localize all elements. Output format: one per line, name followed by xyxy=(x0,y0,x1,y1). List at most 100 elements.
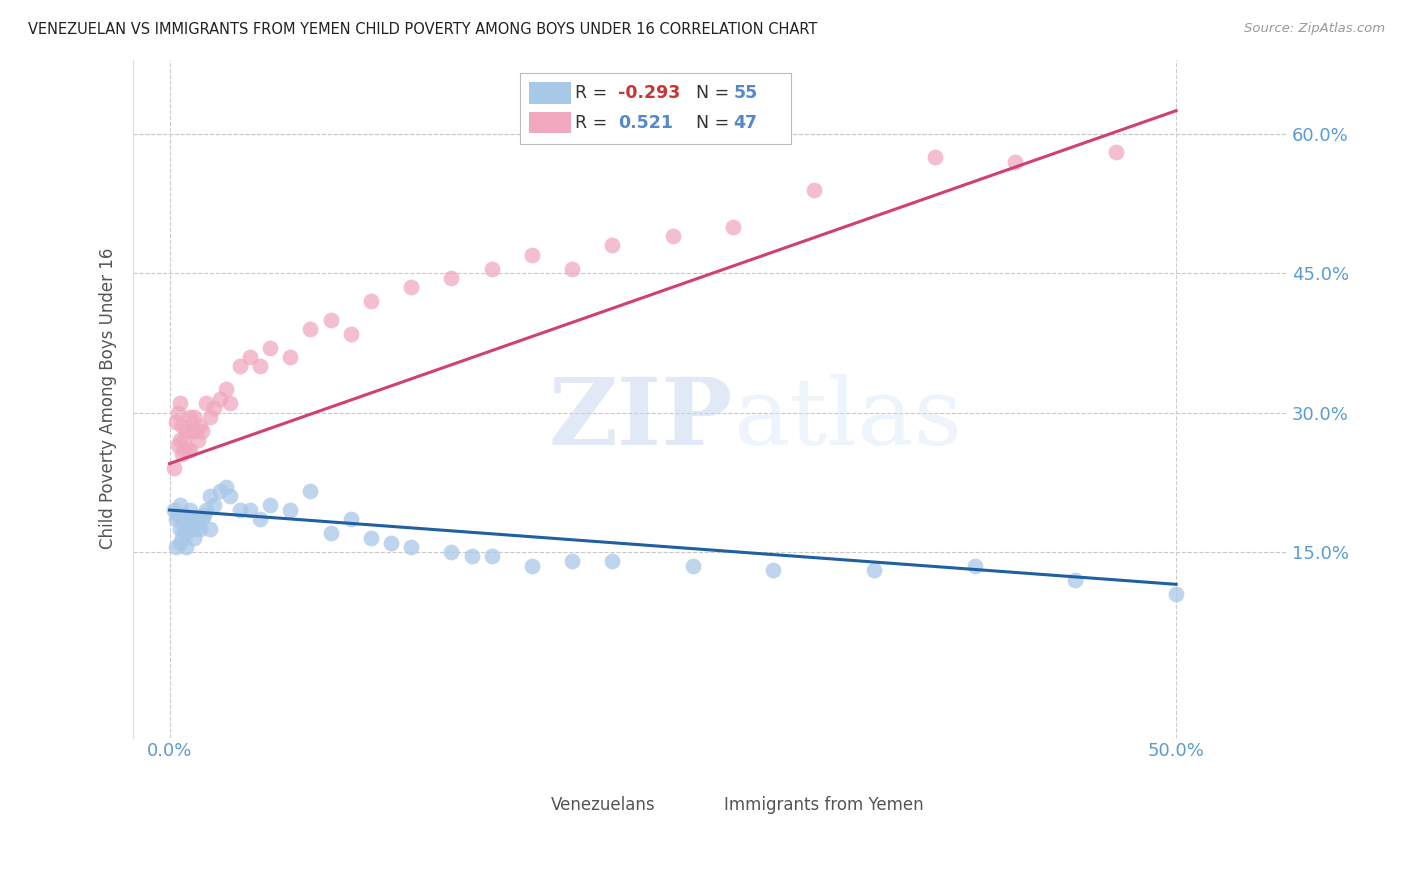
Point xyxy=(187,512,209,526)
Point xyxy=(165,512,187,526)
Point xyxy=(229,359,252,373)
Point xyxy=(1064,573,1087,587)
Point xyxy=(188,522,211,536)
Point xyxy=(162,461,184,475)
Text: R =: R = xyxy=(575,84,613,102)
Point xyxy=(219,396,242,410)
Point xyxy=(193,508,215,522)
Point xyxy=(280,350,302,364)
Point xyxy=(180,424,202,438)
Point xyxy=(173,508,195,522)
Text: N =: N = xyxy=(685,84,734,102)
Point xyxy=(239,503,262,517)
Point xyxy=(179,503,201,517)
Point xyxy=(183,516,205,531)
Point xyxy=(194,503,217,517)
Point xyxy=(319,526,342,541)
Point xyxy=(170,512,193,526)
Point xyxy=(170,419,193,434)
Point xyxy=(202,499,225,513)
Point xyxy=(339,512,361,526)
Point xyxy=(219,489,242,503)
Point xyxy=(249,359,271,373)
Point xyxy=(174,540,197,554)
Y-axis label: Child Poverty Among Boys Under 16: Child Poverty Among Boys Under 16 xyxy=(100,248,117,549)
Point xyxy=(170,447,193,461)
FancyBboxPatch shape xyxy=(529,82,571,103)
Point xyxy=(762,563,785,577)
Point xyxy=(520,247,543,261)
Point xyxy=(191,424,214,438)
Point xyxy=(173,442,195,457)
Point xyxy=(360,294,382,309)
Point xyxy=(481,261,503,276)
Point xyxy=(179,410,201,425)
Point xyxy=(183,531,205,545)
Point xyxy=(174,512,197,526)
Point xyxy=(440,545,463,559)
Point xyxy=(215,382,238,396)
Point xyxy=(184,424,207,438)
Text: -0.293: -0.293 xyxy=(617,84,681,102)
Point xyxy=(239,350,262,364)
Text: Source: ZipAtlas.com: Source: ZipAtlas.com xyxy=(1244,22,1385,36)
Text: Immigrants from Yemen: Immigrants from Yemen xyxy=(724,796,924,814)
Point xyxy=(339,326,361,341)
Point xyxy=(259,499,281,513)
Point xyxy=(360,531,382,545)
Point xyxy=(188,419,211,434)
FancyBboxPatch shape xyxy=(683,795,720,815)
Point xyxy=(215,480,238,494)
Point xyxy=(169,535,191,549)
Point xyxy=(184,522,207,536)
Text: VENEZUELAN VS IMMIGRANTS FROM YEMEN CHILD POVERTY AMONG BOYS UNDER 16 CORRELATIO: VENEZUELAN VS IMMIGRANTS FROM YEMEN CHIL… xyxy=(28,22,817,37)
Point xyxy=(202,401,225,415)
Point xyxy=(169,434,191,448)
Point xyxy=(165,415,187,429)
Point xyxy=(198,489,221,503)
Point xyxy=(208,392,231,406)
Point xyxy=(174,526,197,541)
Point xyxy=(229,503,252,517)
Text: N =: N = xyxy=(685,113,734,132)
Point xyxy=(1164,586,1187,600)
Point xyxy=(602,238,624,252)
Point xyxy=(602,554,624,568)
Text: ZIP: ZIP xyxy=(548,374,733,464)
Point xyxy=(187,434,209,448)
Point xyxy=(166,405,188,419)
Point xyxy=(194,396,217,410)
Point xyxy=(169,499,191,513)
Point xyxy=(166,438,188,452)
Point xyxy=(165,540,187,554)
Point xyxy=(174,424,197,438)
Point xyxy=(208,484,231,499)
Point xyxy=(520,558,543,573)
Point xyxy=(380,535,402,549)
Text: atlas: atlas xyxy=(733,374,962,464)
Point xyxy=(259,341,281,355)
Text: 55: 55 xyxy=(733,84,758,102)
Point xyxy=(173,434,195,448)
Point xyxy=(662,229,685,244)
Point xyxy=(561,554,583,568)
Point xyxy=(399,540,422,554)
Point xyxy=(198,410,221,425)
Point xyxy=(169,396,191,410)
Point xyxy=(863,563,886,577)
Point xyxy=(173,522,195,536)
Point xyxy=(179,442,201,457)
Point xyxy=(176,522,198,536)
Point xyxy=(1004,154,1026,169)
Point xyxy=(682,558,704,573)
Point xyxy=(170,531,193,545)
FancyBboxPatch shape xyxy=(529,112,571,134)
Point xyxy=(803,183,825,197)
Point xyxy=(162,503,184,517)
Text: Venezuelans: Venezuelans xyxy=(551,796,655,814)
Point xyxy=(183,410,205,425)
Point xyxy=(561,261,583,276)
Point xyxy=(963,558,986,573)
Text: 0.521: 0.521 xyxy=(617,113,673,132)
Point xyxy=(460,549,482,564)
